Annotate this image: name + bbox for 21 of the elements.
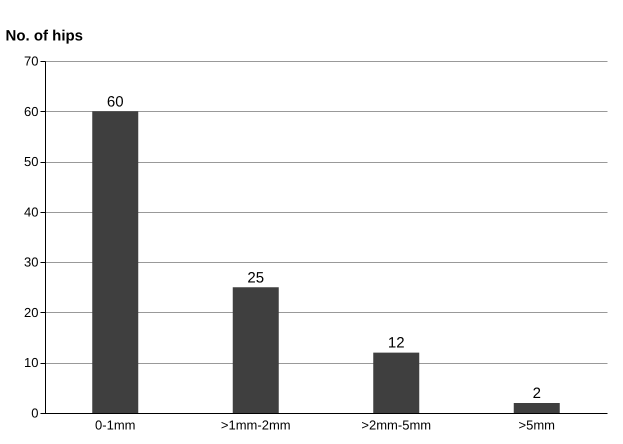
data-label: 2 xyxy=(532,384,541,402)
y-tick-label: 0 xyxy=(31,406,38,420)
y-tick-label: 10 xyxy=(24,355,38,370)
bar xyxy=(92,111,138,413)
y-tick-label: 70 xyxy=(24,54,38,68)
y-tick-label: 20 xyxy=(24,304,38,320)
bar xyxy=(373,352,420,413)
y-tick-label: 30 xyxy=(24,254,38,270)
y-tick-label: 40 xyxy=(24,204,38,220)
y-tick-label: 60 xyxy=(24,104,38,119)
x-tick-label: 0-1mm xyxy=(95,418,136,432)
data-label: 60 xyxy=(106,93,124,110)
data-label: 12 xyxy=(388,334,405,352)
x-tick-label: >1mm-2mm xyxy=(220,418,291,432)
data-label: 25 xyxy=(247,269,264,286)
y-tick-label: 50 xyxy=(24,154,38,170)
y-axis-title: No. of hips xyxy=(6,28,83,44)
bar xyxy=(232,287,279,413)
x-tick-label: >5mm xyxy=(518,418,555,432)
bar xyxy=(514,402,560,413)
x-tick-label: >2mm-5mm xyxy=(361,418,432,432)
